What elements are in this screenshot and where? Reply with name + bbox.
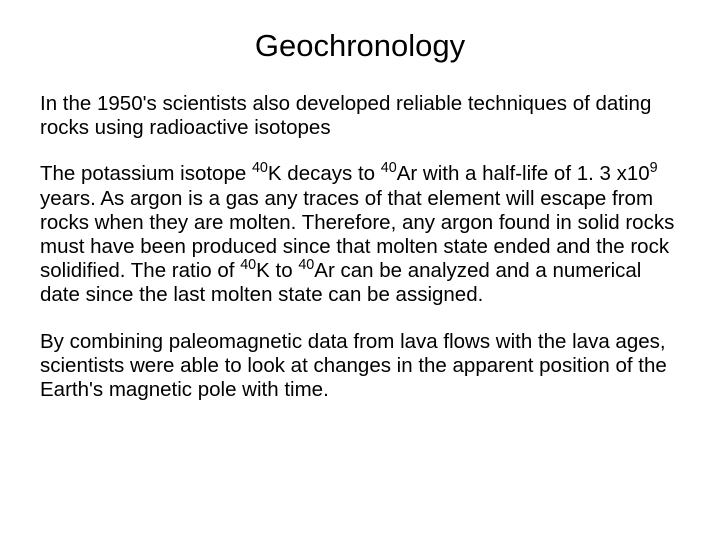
slide-title: Geochronology	[40, 28, 680, 64]
sup-40-1: 40	[252, 161, 268, 177]
sup-40-3: 40	[240, 257, 256, 273]
sup-40-2: 40	[381, 161, 397, 177]
slide: Geochronology In the 1950's scientists a…	[0, 0, 720, 540]
paragraph-3: By combining paleomagnetic data from lav…	[40, 330, 680, 403]
p2-b: K decays to	[268, 162, 381, 185]
sup-40-4: 40	[298, 257, 314, 273]
p2-a: The potassium isotope	[40, 162, 252, 185]
paragraph-2: The potassium isotope 40K decays to 40Ar…	[40, 162, 680, 307]
paragraph-1: In the 1950's scientists also developed …	[40, 92, 680, 140]
p2-e: K to	[256, 259, 298, 282]
p2-c: Ar with a half-life of 1. 3 x10	[397, 162, 650, 185]
sup-9: 9	[650, 161, 658, 177]
